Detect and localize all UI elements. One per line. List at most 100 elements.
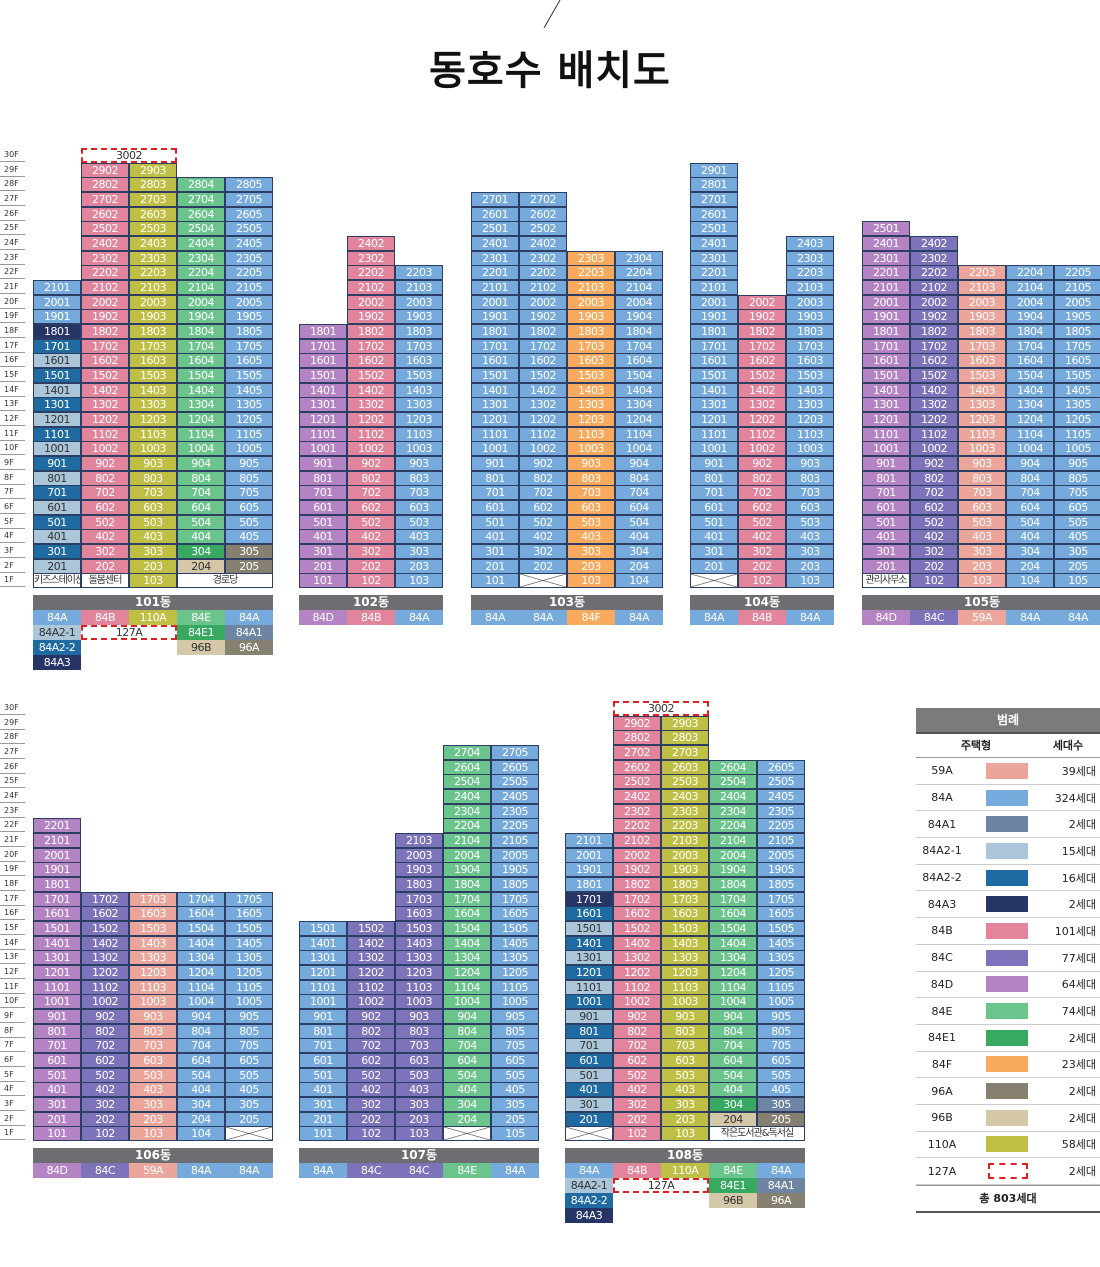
- unit-cell: 901: [862, 456, 910, 472]
- unit-cell: 2205: [1054, 265, 1100, 281]
- unit-cell: 805: [757, 1023, 805, 1039]
- unit-cell: 1701: [471, 338, 519, 354]
- unit-cell: 1304: [615, 397, 663, 413]
- unit-cell: 2103: [395, 280, 443, 296]
- unit-cell: 103: [395, 1126, 443, 1142]
- unit-cell: 1803: [129, 324, 177, 340]
- legend-count: 16세대: [1061, 871, 1096, 885]
- type-cell: 84A3: [565, 1208, 613, 1224]
- unit-cell: 1602: [519, 353, 567, 369]
- unit-cell: 702: [347, 1038, 395, 1054]
- type-cell: 84A: [1006, 610, 1054, 626]
- unit-cell: 601: [565, 1053, 613, 1069]
- unit-cell: 602: [910, 500, 958, 516]
- unit-cell: 401: [33, 1082, 81, 1098]
- unit-cell: 2503: [129, 221, 177, 237]
- unit-cell: 1403: [958, 382, 1006, 398]
- unit-cell: 1801: [33, 324, 81, 340]
- unit-cell: 2503: [661, 774, 709, 790]
- unit-cell: 601: [299, 500, 347, 516]
- unit-cell: 805: [1054, 470, 1100, 486]
- unit-cell: 1004: [177, 441, 225, 457]
- unit-cell: 2505: [225, 221, 273, 237]
- unit-cell: 1303: [661, 950, 709, 966]
- unit-cell: 2102: [347, 280, 395, 296]
- floor-label: 3F: [0, 544, 25, 559]
- unit-cell: 1602: [347, 353, 395, 369]
- unit-cell: 2101: [33, 280, 81, 296]
- unit-cell: 2305: [757, 803, 805, 819]
- unit-cell: 305: [757, 1097, 805, 1113]
- unit-cell: 1301: [33, 397, 81, 413]
- unit-cell: 1301: [33, 950, 81, 966]
- legend-count: 2세대: [1068, 1031, 1096, 1045]
- unit-cell: 1003: [661, 994, 709, 1010]
- unit-cell: 201: [299, 558, 347, 574]
- type-cell: 84A: [177, 1163, 225, 1179]
- unit-cell: 1003: [395, 441, 443, 457]
- unit-cell: 101: [299, 573, 347, 589]
- legend-header: 주택형 세대수: [916, 732, 1100, 758]
- unit-cell: 1401: [862, 382, 910, 398]
- unit-cell: 1904: [443, 862, 491, 878]
- legend-row: 84D 64세대: [916, 972, 1100, 999]
- unit-cell: 1901: [862, 309, 910, 325]
- unit-cell: 1703: [129, 338, 177, 354]
- unit-cell: 1501: [299, 368, 347, 384]
- unit-cell: 904: [177, 456, 225, 472]
- legend-row: 84F 23세대: [916, 1052, 1100, 1079]
- unit-cell: 1004: [177, 994, 225, 1010]
- unit-cell: 1002: [613, 994, 661, 1010]
- unit-cell: 1505: [491, 921, 539, 937]
- unit-cell: 1705: [757, 891, 805, 907]
- unit-cell: 1301: [471, 397, 519, 413]
- unit-cell: 1601: [299, 353, 347, 369]
- unit-cell: 102: [613, 1126, 661, 1142]
- unit-cell: 505: [757, 1067, 805, 1083]
- unit-cell: 1404: [615, 382, 663, 398]
- unit-cell: 803: [129, 470, 177, 486]
- unit-cell: 1103: [129, 979, 177, 995]
- floor-label: 9F: [0, 456, 25, 471]
- unit-cell: 604: [443, 1053, 491, 1069]
- unit-cell: 1901: [33, 309, 81, 325]
- unit-cell: 1301: [862, 397, 910, 413]
- legend-swatch: [986, 949, 1028, 966]
- unit-cell: 203: [129, 1111, 177, 1127]
- unit-cell: 1402: [81, 382, 129, 398]
- unit-cell: 2902: [613, 715, 661, 731]
- legend-type: 84E: [931, 1004, 953, 1018]
- legend-count: 77세대: [1061, 951, 1096, 965]
- unit-cell: 403: [958, 529, 1006, 545]
- unit-cell: 601: [299, 1053, 347, 1069]
- unit-cell: 2202: [519, 265, 567, 281]
- type-cell: 84B: [738, 610, 786, 626]
- unit-cell: 1103: [958, 426, 1006, 442]
- unit-cell: 801: [299, 470, 347, 486]
- floor-label: 20F: [0, 848, 25, 862]
- unit-cell: 1303: [129, 950, 177, 966]
- unit-cell: 2301: [862, 250, 910, 266]
- legend-type: 96A: [931, 1084, 953, 1098]
- unit-cell: 2003: [395, 847, 443, 863]
- unit-cell: 904: [177, 1009, 225, 1025]
- unit-cell: 2103: [129, 280, 177, 296]
- unit-cell: 2404: [709, 789, 757, 805]
- unit-cell: 2103: [958, 280, 1006, 296]
- unit-cell: 704: [177, 1038, 225, 1054]
- type-cell: 84D: [299, 610, 347, 626]
- unit-cell: 1102: [347, 979, 395, 995]
- unit-cell: 2004: [443, 847, 491, 863]
- unit-cell: 404: [615, 529, 663, 545]
- unit-cell: 1503: [567, 368, 615, 384]
- unit-cell: 1603: [395, 906, 443, 922]
- unit-cell: 1802: [81, 324, 129, 340]
- unit-cell: 1205: [1054, 412, 1100, 428]
- unit-cell: 1905: [225, 309, 273, 325]
- unit-cell: 1503: [395, 368, 443, 384]
- legend-swatch: [986, 762, 1028, 779]
- unit-cell: 1201: [565, 965, 613, 981]
- unit-cell: 502: [347, 514, 395, 530]
- unit-cell: 1002: [738, 441, 786, 457]
- unit-cell: 204: [443, 1111, 491, 1127]
